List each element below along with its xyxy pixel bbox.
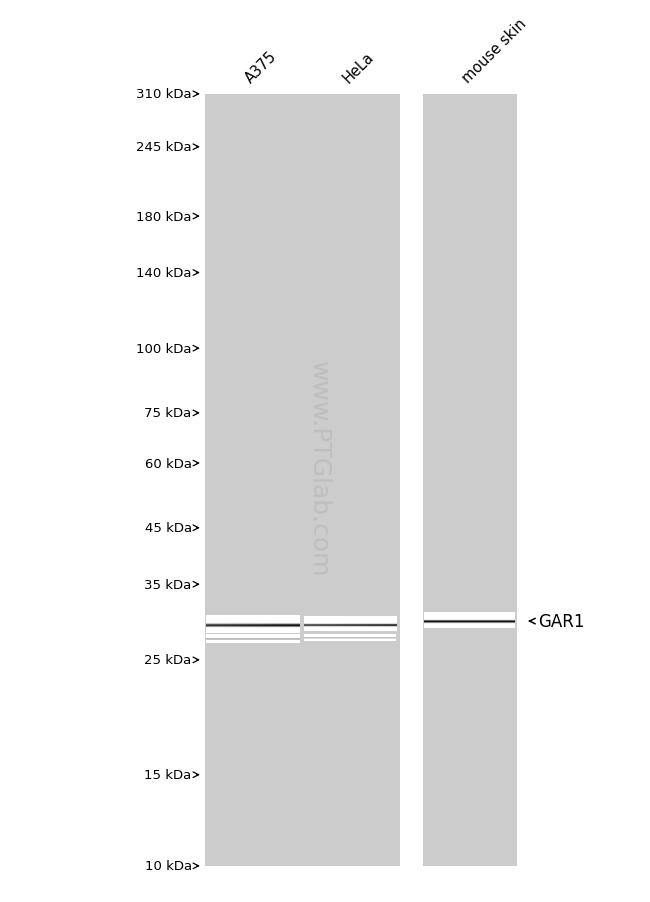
Text: 310 kDa: 310 kDa — [136, 88, 192, 101]
Text: 45 kDa: 45 kDa — [144, 521, 192, 535]
Text: mouse skin: mouse skin — [459, 16, 529, 86]
Text: HeLa: HeLa — [340, 49, 376, 86]
Text: 25 kDa: 25 kDa — [144, 654, 192, 667]
Text: 15 kDa: 15 kDa — [144, 769, 192, 781]
Text: 100 kDa: 100 kDa — [136, 343, 192, 355]
Text: 35 kDa: 35 kDa — [144, 578, 192, 591]
Text: A375: A375 — [242, 49, 280, 86]
Text: www.PTGlab.com: www.PTGlab.com — [307, 361, 330, 577]
Text: 140 kDa: 140 kDa — [136, 267, 192, 280]
Text: 75 kDa: 75 kDa — [144, 407, 192, 420]
Text: 245 kDa: 245 kDa — [136, 141, 192, 154]
Text: GAR1: GAR1 — [538, 612, 585, 630]
Text: 10 kDa: 10 kDa — [144, 860, 192, 872]
Text: 180 kDa: 180 kDa — [136, 210, 192, 224]
Bar — [205, 95, 400, 866]
Text: 60 kDa: 60 kDa — [145, 457, 192, 470]
Bar — [422, 95, 517, 866]
